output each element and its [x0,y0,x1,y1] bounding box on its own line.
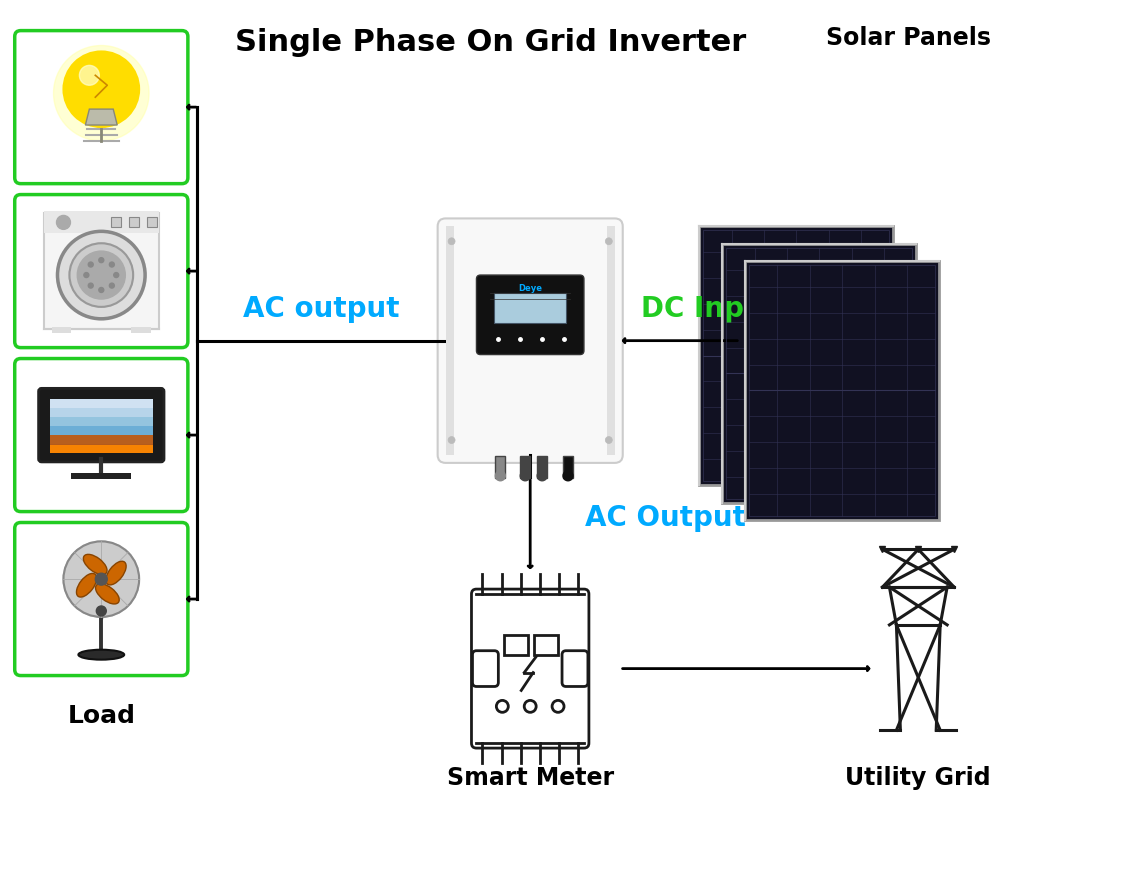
Circle shape [109,283,114,288]
Circle shape [99,287,104,293]
Bar [49,417,153,426]
Circle shape [88,262,93,267]
Bar [49,435,153,444]
Text: Deye: Deye [519,285,543,294]
FancyBboxPatch shape [15,522,188,676]
Bar [520,456,530,478]
FancyBboxPatch shape [15,30,188,183]
Circle shape [96,606,106,616]
Circle shape [496,471,505,481]
Bar [49,400,153,409]
Text: Single Phase On Grid Inverter: Single Phase On Grid Inverter [235,28,746,57]
Bar [147,217,157,227]
Circle shape [78,251,125,299]
Text: Smart Meter: Smart Meter [447,766,613,790]
Text: DC Input: DC Input [642,295,777,323]
Circle shape [57,215,71,230]
Text: AC Output: AC Output [585,504,746,531]
Bar [49,445,153,453]
Bar [112,217,121,227]
Text: Solar Panels: Solar Panels [825,26,991,50]
Ellipse shape [83,554,107,575]
Bar [495,293,567,323]
Ellipse shape [76,573,97,597]
Circle shape [563,471,573,481]
FancyBboxPatch shape [15,359,188,512]
Bar [49,409,153,417]
Bar [726,248,912,498]
Bar [746,261,939,520]
Bar [43,214,158,328]
Circle shape [605,238,612,245]
FancyBboxPatch shape [438,218,622,463]
Circle shape [114,272,119,278]
Circle shape [57,231,145,319]
Bar [49,444,153,453]
Bar [446,226,454,455]
Bar [49,435,153,453]
Circle shape [605,437,612,443]
Circle shape [448,238,455,245]
Ellipse shape [96,584,120,604]
FancyBboxPatch shape [39,388,164,462]
Circle shape [109,262,114,267]
Bar [749,265,935,515]
Bar [49,426,153,435]
Bar [563,456,573,478]
Circle shape [99,258,104,263]
Bar [535,635,559,655]
Bar [72,473,131,479]
Ellipse shape [106,562,127,585]
FancyBboxPatch shape [15,195,188,348]
FancyBboxPatch shape [472,651,498,686]
Bar [606,226,614,455]
FancyBboxPatch shape [472,589,589,748]
FancyBboxPatch shape [562,651,588,686]
Circle shape [448,437,455,443]
Circle shape [520,471,530,481]
Bar [43,212,158,233]
Bar [699,226,894,485]
Circle shape [96,573,107,585]
Text: Load: Load [67,704,136,728]
Circle shape [80,65,99,85]
Bar [496,456,505,478]
Circle shape [54,45,149,141]
Bar [537,456,547,478]
Bar [49,400,153,453]
FancyBboxPatch shape [477,275,584,354]
Bar [723,244,917,503]
Circle shape [88,283,93,288]
Circle shape [64,52,139,127]
Text: AC output: AC output [243,295,399,323]
Bar [131,327,152,333]
Bar [51,327,72,333]
Text: Utility Grid: Utility Grid [846,766,991,790]
Circle shape [64,541,139,617]
Bar [504,635,528,655]
Polygon shape [86,109,117,125]
Circle shape [537,471,547,481]
Circle shape [84,272,89,278]
Bar [129,217,139,227]
Ellipse shape [79,650,124,659]
Bar [703,231,889,481]
Circle shape [70,243,133,307]
